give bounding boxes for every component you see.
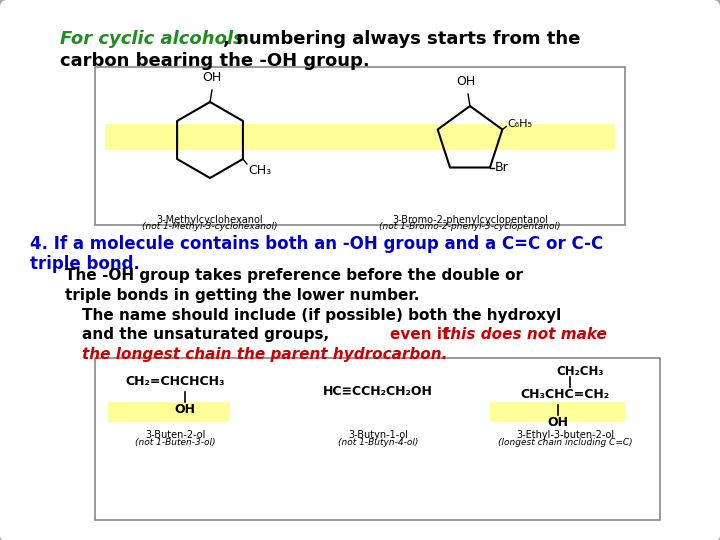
Text: OH: OH — [202, 71, 222, 84]
Text: 3-Butyn-1-ol: 3-Butyn-1-ol — [348, 430, 408, 440]
Bar — [95, 67, 625, 225]
Text: The -OH group takes preference before the double or: The -OH group takes preference before th… — [65, 268, 523, 283]
Text: (not 1-Methyl-3-cyclohexanol): (not 1-Methyl-3-cyclohexanol) — [143, 222, 278, 231]
Text: (not 1-Bromo-2-phenyl-3-cyclopentanol): (not 1-Bromo-2-phenyl-3-cyclopentanol) — [379, 222, 561, 231]
Text: even if: even if — [390, 327, 454, 342]
Text: Br: Br — [495, 161, 509, 174]
Text: the longest chain the parent hydrocarbon.: the longest chain the parent hydrocarbon… — [82, 347, 447, 362]
Text: OH: OH — [547, 416, 569, 429]
Text: and the unsaturated groups,: and the unsaturated groups, — [82, 327, 334, 342]
Text: OH: OH — [174, 403, 196, 416]
Bar — [490, 402, 625, 422]
Text: The name should include (if possible) both the hydroxyl: The name should include (if possible) bo… — [82, 308, 562, 323]
Text: For cyclic alcohols: For cyclic alcohols — [60, 30, 244, 48]
Text: C₆H₅: C₆H₅ — [508, 119, 532, 130]
Text: 4. If a molecule contains both an -OH group and a C=C or C-C: 4. If a molecule contains both an -OH gr… — [30, 235, 603, 253]
Text: triple bond.: triple bond. — [30, 255, 140, 273]
Text: (not 1-Buten-3-ol): (not 1-Buten-3-ol) — [135, 438, 215, 447]
Text: (not 1-Butyn-4-ol): (not 1-Butyn-4-ol) — [338, 438, 418, 447]
Text: (longest chain including C=C): (longest chain including C=C) — [498, 438, 632, 447]
Bar — [108, 402, 230, 422]
Text: this does not make: this does not make — [443, 327, 607, 342]
Text: OH: OH — [456, 75, 476, 88]
Bar — [105, 124, 615, 150]
Text: 3-Ethyl-3-buten-2-ol: 3-Ethyl-3-buten-2-ol — [516, 430, 614, 440]
Bar — [95, 358, 660, 520]
Text: CH₃: CH₃ — [248, 164, 271, 177]
Text: HC≡CCH₂CH₂OH: HC≡CCH₂CH₂OH — [323, 385, 433, 398]
Text: CH₂=CHCHCH₃: CH₂=CHCHCH₃ — [125, 375, 225, 388]
Text: 3-Buten-2-ol: 3-Buten-2-ol — [145, 430, 205, 440]
Text: CH₂CH₃: CH₂CH₃ — [557, 365, 604, 378]
Text: 3-Bromo-2-phenylcyclopentanol: 3-Bromo-2-phenylcyclopentanol — [392, 215, 548, 225]
Text: triple bonds in getting the lower number.: triple bonds in getting the lower number… — [65, 288, 419, 303]
Text: , numbering always starts from the: , numbering always starts from the — [223, 30, 580, 48]
Text: carbon bearing the -OH group.: carbon bearing the -OH group. — [60, 52, 370, 70]
Text: CH₃CHC=CH₂: CH₃CHC=CH₂ — [521, 388, 610, 401]
Text: 3-Methylcyclohexanol: 3-Methylcyclohexanol — [157, 215, 264, 225]
